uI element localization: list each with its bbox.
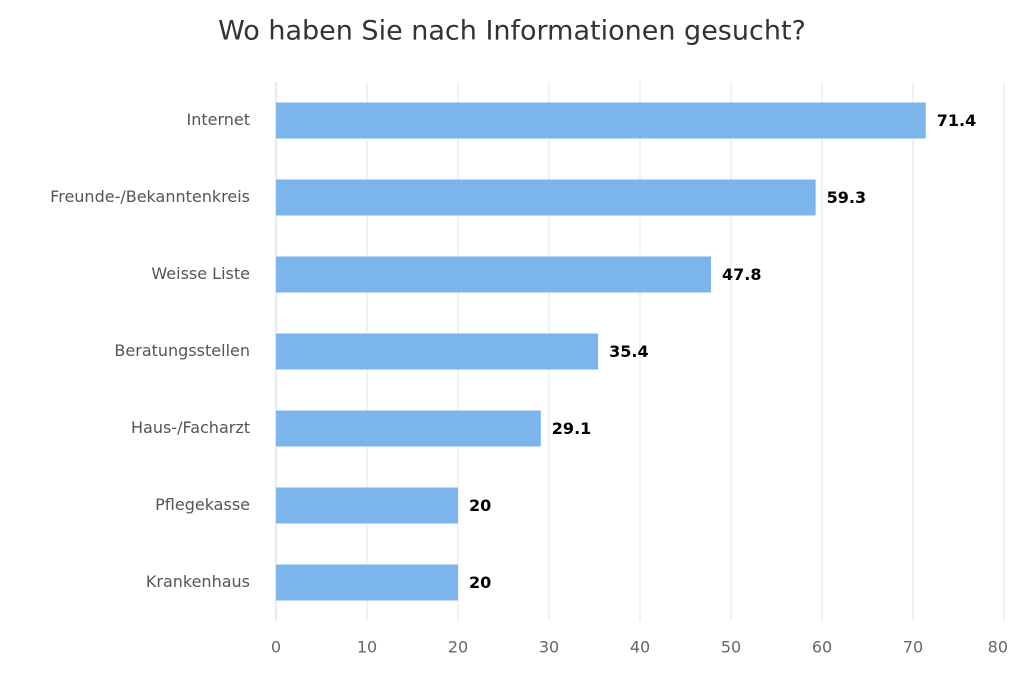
bar [276, 256, 711, 293]
x-tick-label: 50 [721, 638, 741, 657]
value-label: 29.1 [552, 419, 591, 438]
x-tick-label: 70 [903, 638, 923, 657]
y-tick-label: Beratungsstellen [114, 341, 250, 360]
y-tick-label: Internet [186, 110, 250, 129]
bar [276, 564, 458, 601]
y-tick-label: Weisse Liste [151, 264, 250, 283]
x-tick-label: 30 [539, 638, 559, 657]
x-tick-label: 20 [448, 638, 468, 657]
bar [276, 179, 816, 216]
x-tick-label: 40 [630, 638, 650, 657]
value-label: 47.8 [722, 265, 761, 284]
x-tick-label: 10 [357, 638, 377, 657]
y-tick-label: Freunde-/Bekanntenkreis [50, 187, 250, 206]
bar [276, 487, 458, 524]
y-tick-label: Haus-/Facharzt [131, 418, 250, 437]
bar [276, 333, 599, 370]
value-label: 35.4 [609, 342, 648, 361]
value-label: 20 [469, 496, 491, 515]
x-tick-label: 60 [812, 638, 832, 657]
x-tick-label: 80 [988, 638, 1008, 657]
chart-title: Wo haben Sie nach Informationen gesucht? [218, 16, 806, 47]
value-label: 59.3 [827, 188, 866, 207]
bar [276, 410, 541, 447]
y-tick-label: Pflegekasse [155, 495, 250, 514]
y-tick-label: Krankenhaus [146, 572, 250, 591]
value-label: 71.4 [937, 111, 976, 130]
bar [276, 102, 926, 139]
x-tick-label: 0 [271, 638, 281, 657]
value-label: 20 [469, 573, 491, 592]
